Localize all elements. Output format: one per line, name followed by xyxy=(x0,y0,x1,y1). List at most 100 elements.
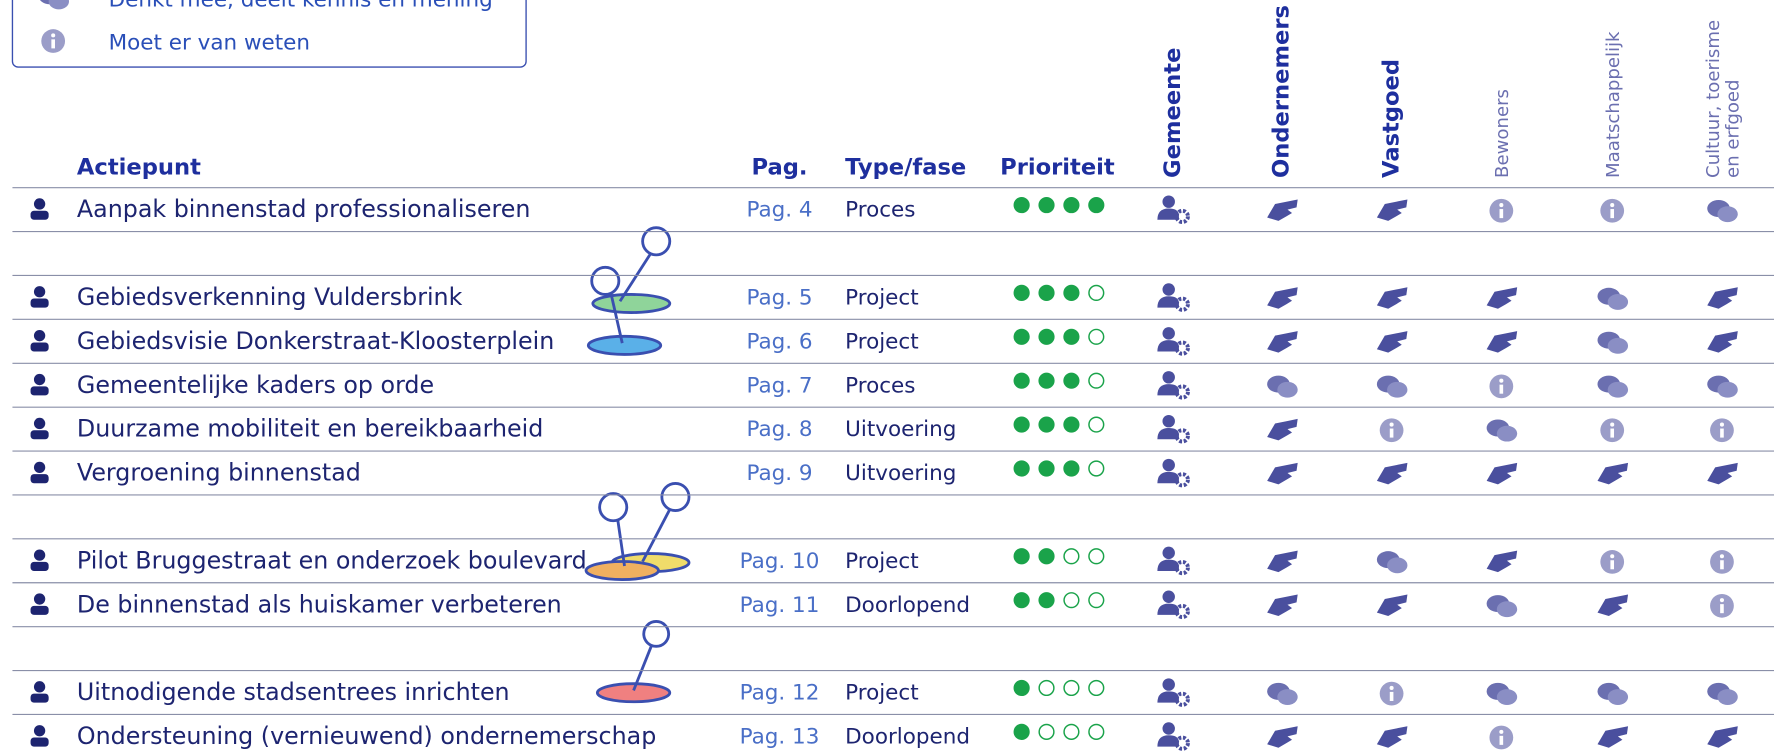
info-icon xyxy=(1379,681,1404,706)
info-dot xyxy=(1719,422,1724,427)
gemeente-icon xyxy=(1157,546,1190,576)
gemeente-icon xyxy=(1157,722,1190,751)
priority-dot xyxy=(1088,679,1105,697)
hand-icon xyxy=(1486,462,1518,485)
row-glyph xyxy=(30,474,49,484)
body xyxy=(1157,208,1179,220)
hand-icon xyxy=(1267,418,1298,441)
info-icon xyxy=(1600,418,1625,443)
priority-dot xyxy=(1088,460,1105,477)
doc-icon xyxy=(30,373,49,396)
hand-icon xyxy=(1707,287,1738,309)
hand-icon xyxy=(1707,462,1738,485)
priority-dot xyxy=(1038,548,1055,565)
handshake xyxy=(1267,462,1298,485)
handshake xyxy=(1267,287,1298,309)
handshake xyxy=(1267,418,1298,441)
info-dot xyxy=(1389,422,1394,427)
handshake xyxy=(1707,726,1738,748)
head xyxy=(1162,546,1175,560)
stakeholder-header: en erfgoed xyxy=(1722,79,1743,177)
chat-icon xyxy=(1376,551,1408,574)
info-bar xyxy=(1610,428,1615,438)
gemeente-icon xyxy=(1157,327,1190,356)
bridge-icon xyxy=(30,549,49,571)
legend-label: Moet er van weten xyxy=(109,30,310,55)
info-bar xyxy=(1720,560,1724,570)
info-icon xyxy=(1489,725,1514,750)
type: Doorlopend xyxy=(845,593,970,618)
hand-icon xyxy=(1267,331,1298,353)
head xyxy=(1162,414,1175,428)
info-bar xyxy=(1389,691,1394,701)
head xyxy=(1162,327,1175,340)
gear xyxy=(1174,340,1190,356)
type: Uitvoering xyxy=(845,417,956,442)
priority-dot xyxy=(1063,548,1080,565)
info-bar xyxy=(1499,735,1504,745)
page-link: Pag. 13 xyxy=(740,725,820,750)
priority-dot xyxy=(1013,197,1030,214)
info-icon xyxy=(1600,198,1625,223)
head xyxy=(1162,458,1175,472)
action-title: Ondersteuning (vernieuwend) ondernemersc… xyxy=(77,722,656,750)
priority-dot xyxy=(1038,592,1055,609)
priority-dot xyxy=(1038,416,1055,433)
chat-icon xyxy=(1486,682,1518,705)
chat-icon xyxy=(1707,375,1738,398)
row-glyph xyxy=(30,561,49,571)
hand-icon xyxy=(1376,331,1408,353)
hand-icon xyxy=(1597,726,1629,748)
handshake xyxy=(1376,199,1408,221)
type: Project xyxy=(845,286,919,311)
row-glyph xyxy=(33,593,46,605)
header-type: Type/fase xyxy=(845,154,966,180)
priority-dot xyxy=(1088,328,1105,345)
hand-icon xyxy=(1267,594,1298,617)
handshake xyxy=(1486,462,1518,485)
body xyxy=(1157,296,1179,308)
row-glyph xyxy=(33,725,46,737)
page-link: Pag. 6 xyxy=(746,329,812,354)
priority-dot xyxy=(1013,723,1030,740)
head xyxy=(1162,590,1175,604)
body xyxy=(1157,471,1179,484)
row-glyph xyxy=(33,198,46,210)
bubble xyxy=(1717,689,1738,705)
stakeholder-header: Vastgoed xyxy=(1378,59,1404,178)
hand-icon xyxy=(1267,550,1298,573)
chat-icon xyxy=(1486,419,1518,442)
chat-icon xyxy=(1597,375,1629,398)
info-icon xyxy=(1710,418,1734,443)
priority-dot xyxy=(1063,372,1080,389)
tree-icon xyxy=(30,461,49,484)
row-glyph xyxy=(33,417,46,430)
hand-icon xyxy=(1376,462,1408,485)
chat-icon xyxy=(1267,682,1298,705)
row-glyph xyxy=(33,330,46,342)
body xyxy=(1157,427,1179,440)
row-glyph xyxy=(30,737,49,747)
action-title: Vergroening binnenstad xyxy=(77,459,361,487)
info-dot xyxy=(51,33,56,38)
row-glyph xyxy=(30,342,49,352)
gear xyxy=(1174,735,1190,751)
priority-dot xyxy=(1088,723,1105,740)
gear xyxy=(1174,384,1190,400)
page-link: Pag. 9 xyxy=(746,461,812,486)
hand-icon xyxy=(1486,287,1518,309)
priority-dot xyxy=(1088,548,1105,565)
action-title: Duurzame mobiliteit en bereikbaarheid xyxy=(77,415,543,443)
handshake xyxy=(1597,726,1629,748)
body xyxy=(1157,691,1179,703)
bubble xyxy=(1496,601,1518,618)
type: Project xyxy=(845,329,919,354)
info-icon xyxy=(1600,550,1625,574)
action-title: Gebiedsvisie Donkerstraat-Kloosterplein xyxy=(77,327,554,355)
priority-dot xyxy=(1038,372,1055,389)
header-action: Actiepunt xyxy=(77,154,201,180)
priority-dot xyxy=(1013,679,1030,697)
handshake xyxy=(1597,594,1629,617)
info-dot xyxy=(1499,203,1504,208)
page-link: Pag. 10 xyxy=(740,549,820,574)
